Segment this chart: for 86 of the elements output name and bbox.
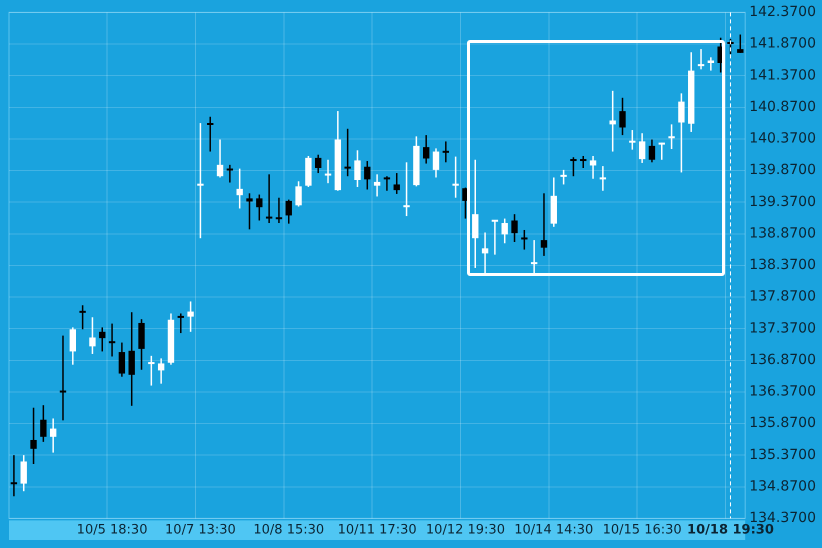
candlestick	[422, 134, 430, 164]
candlestick	[108, 322, 116, 358]
x-tick-label: 10/18 19:30	[687, 522, 774, 538]
candlestick	[648, 138, 656, 164]
y-tick-label: 138.8700	[749, 225, 816, 242]
y-tick-label: 135.3700	[749, 446, 816, 463]
y-tick-label: 141.8700	[749, 36, 816, 52]
candlestick	[502, 218, 508, 244]
candlestick	[207, 116, 214, 152]
candlestick	[324, 159, 332, 184]
y-tick-label: 138.3700	[749, 257, 816, 274]
candlestick	[374, 174, 380, 198]
candlestick	[60, 334, 66, 422]
candlestick	[315, 154, 322, 174]
candlestick	[432, 148, 440, 178]
candlestick	[403, 162, 410, 217]
candlestick	[30, 406, 37, 465]
candlestick	[737, 34, 744, 54]
candlestick	[266, 174, 272, 224]
candlestick	[540, 192, 548, 257]
x-tick-label: 10/8 15:30	[253, 522, 324, 538]
candlestick	[344, 128, 351, 177]
x-tick-label: 10/5 18:30	[76, 522, 148, 538]
candlestick	[570, 156, 577, 177]
candlestick	[256, 194, 262, 222]
y-tick-label: 141.3700	[749, 67, 816, 84]
candlestick	[678, 92, 685, 174]
candlestick	[118, 342, 126, 378]
candlestick	[197, 122, 204, 239]
candlestick	[79, 304, 86, 330]
candlestick	[638, 132, 646, 164]
candlestick	[609, 90, 616, 152]
candlestick	[580, 155, 586, 169]
candlestick	[70, 326, 76, 366]
candlestick	[560, 169, 567, 186]
candlestick	[178, 312, 184, 334]
candlestick	[40, 404, 47, 443]
candlestick	[668, 124, 675, 150]
x-tick-label: 10/14 14:30	[514, 522, 594, 538]
candlestick	[99, 326, 106, 352]
candlestick	[394, 172, 400, 195]
candlestick	[384, 175, 390, 192]
candlestick	[295, 180, 302, 208]
candlestick	[20, 454, 27, 492]
y-tick-label: 140.3700	[749, 130, 816, 147]
x-tick-label: 10/11 17:30	[338, 522, 417, 538]
y-tick-label: 139.8700	[749, 162, 816, 178]
candlestick	[89, 316, 96, 355]
candlestick	[442, 140, 449, 164]
candlestick	[600, 165, 606, 192]
candlestick	[530, 239, 538, 274]
candlestick	[158, 358, 164, 384]
candlestick	[452, 156, 459, 198]
candlestick	[354, 150, 361, 188]
y-tick-label: 139.3700	[749, 194, 816, 210]
candlestick	[276, 196, 282, 224]
candlestick	[286, 198, 292, 224]
candlestick	[187, 300, 194, 333]
candlestick	[236, 168, 243, 210]
y-tick-label: 140.8700	[749, 98, 816, 115]
y-tick-label: 137.3700	[749, 320, 816, 336]
y-tick-label: 137.8700	[749, 288, 816, 305]
candlestick	[50, 418, 56, 454]
candlestick	[708, 56, 714, 72]
y-tick-label: 136.3700	[749, 384, 816, 400]
candlestick	[10, 454, 18, 498]
candlestick	[619, 97, 626, 136]
candlestick	[698, 48, 704, 70]
candlestick	[521, 229, 528, 250]
candlestick	[492, 220, 498, 256]
candlestick	[629, 129, 636, 150]
candlestick	[226, 164, 234, 184]
y-tick-label: 142.3700	[749, 4, 816, 20]
candlestick	[482, 232, 488, 274]
candlestick	[658, 142, 665, 161]
candlestick	[216, 138, 224, 178]
y-tick-label: 135.8700	[749, 415, 816, 432]
x-tick-label: 10/7 13:30	[165, 522, 236, 538]
x-tick-label: 10/15 16:30	[602, 522, 682, 538]
y-tick-label: 136.8700	[749, 352, 816, 368]
x-tick-label: 10/12 19:30	[426, 522, 505, 538]
y-tick-label: 134.8700	[749, 478, 816, 494]
candlestick	[590, 155, 596, 180]
candlestick	[511, 213, 518, 243]
candlestick	[148, 355, 155, 386]
candlestick	[364, 160, 370, 190]
